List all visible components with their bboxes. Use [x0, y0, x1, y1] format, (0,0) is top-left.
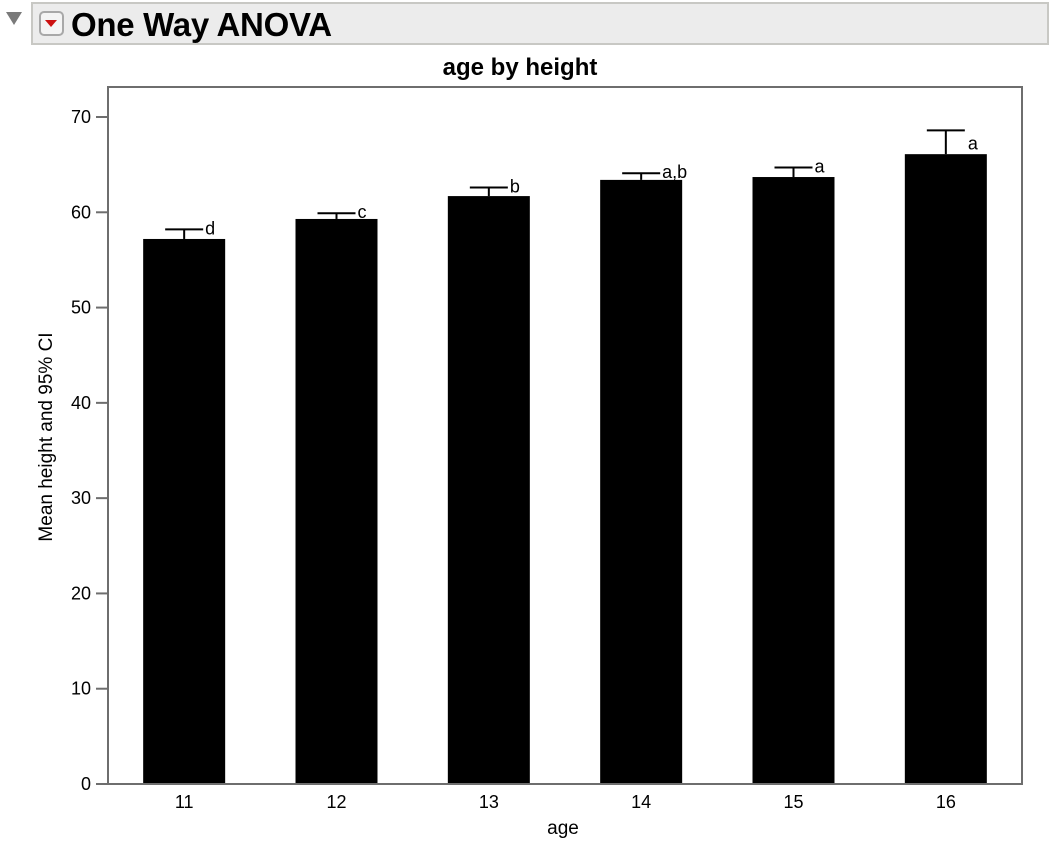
x-axis-ticks: 11 12 13 14 15 16 [175, 792, 956, 812]
group-letter: a,b [662, 162, 687, 182]
bar-age-12 [295, 218, 378, 785]
disclosure-triangle-icon[interactable] [6, 12, 22, 25]
report-title: One Way ANOVA [71, 6, 332, 43]
y-tick-label: 70 [71, 107, 91, 127]
y-tick-label: 60 [71, 202, 91, 222]
x-tick-label: 16 [936, 792, 956, 812]
bar-age-15 [752, 177, 835, 784]
report-header: One Way ANOVA [31, 2, 1049, 45]
bar-age-14 [600, 179, 683, 785]
group-letter: c [358, 202, 367, 222]
y-axis-label: Mean height and 95% CI [36, 332, 57, 541]
y-tick-label: 10 [71, 679, 91, 699]
y-tick-label: 40 [71, 393, 91, 413]
bars-group: d c b a,b a a [143, 129, 987, 785]
x-tick-label: 12 [326, 792, 346, 812]
y-tick-label: 50 [71, 298, 91, 318]
bar-age-16 [904, 154, 987, 784]
red-triangle-menu-button[interactable] [39, 11, 64, 36]
x-tick-label: 14 [631, 792, 651, 812]
bar-age-11 [143, 238, 226, 785]
x-tick-label: 13 [479, 792, 499, 812]
bar-age-13 [447, 196, 530, 784]
y-axis-ticks: 0 10 20 30 40 50 60 70 [71, 107, 108, 794]
y-tick-label: 30 [71, 488, 91, 508]
y-tick-label: 20 [71, 583, 91, 603]
x-tick-label: 11 [175, 792, 194, 812]
group-letter: a [968, 133, 979, 153]
plot-frame [107, 86, 1023, 785]
group-letter: b [510, 177, 520, 197]
chart-title: age by height [442, 54, 598, 81]
x-axis-label: age [547, 818, 579, 839]
red-triangle-icon [45, 20, 57, 27]
x-tick-label: 15 [783, 792, 803, 812]
group-letter: d [205, 218, 215, 238]
y-tick-label: 0 [81, 774, 91, 794]
group-letter: a [815, 157, 826, 177]
